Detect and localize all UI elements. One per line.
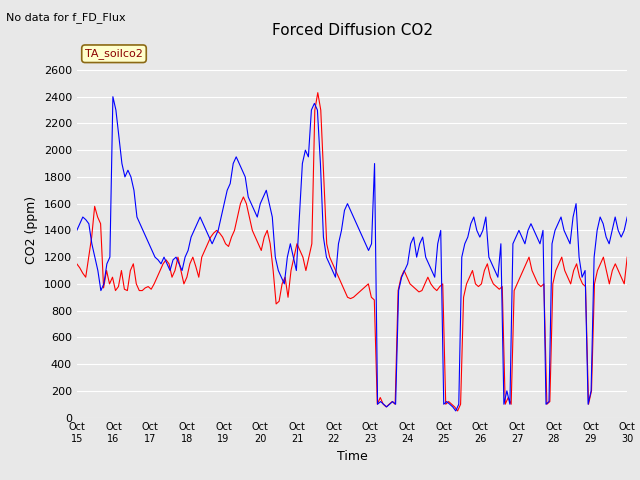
Text: No data for f_FD_Flux: No data for f_FD_Flux [6, 12, 126, 23]
X-axis label: Time: Time [337, 450, 367, 463]
Y-axis label: CO2 (ppm): CO2 (ppm) [25, 196, 38, 264]
Text: TA_soilco2: TA_soilco2 [85, 48, 143, 59]
Title: Forced Diffusion CO2: Forced Diffusion CO2 [271, 23, 433, 38]
